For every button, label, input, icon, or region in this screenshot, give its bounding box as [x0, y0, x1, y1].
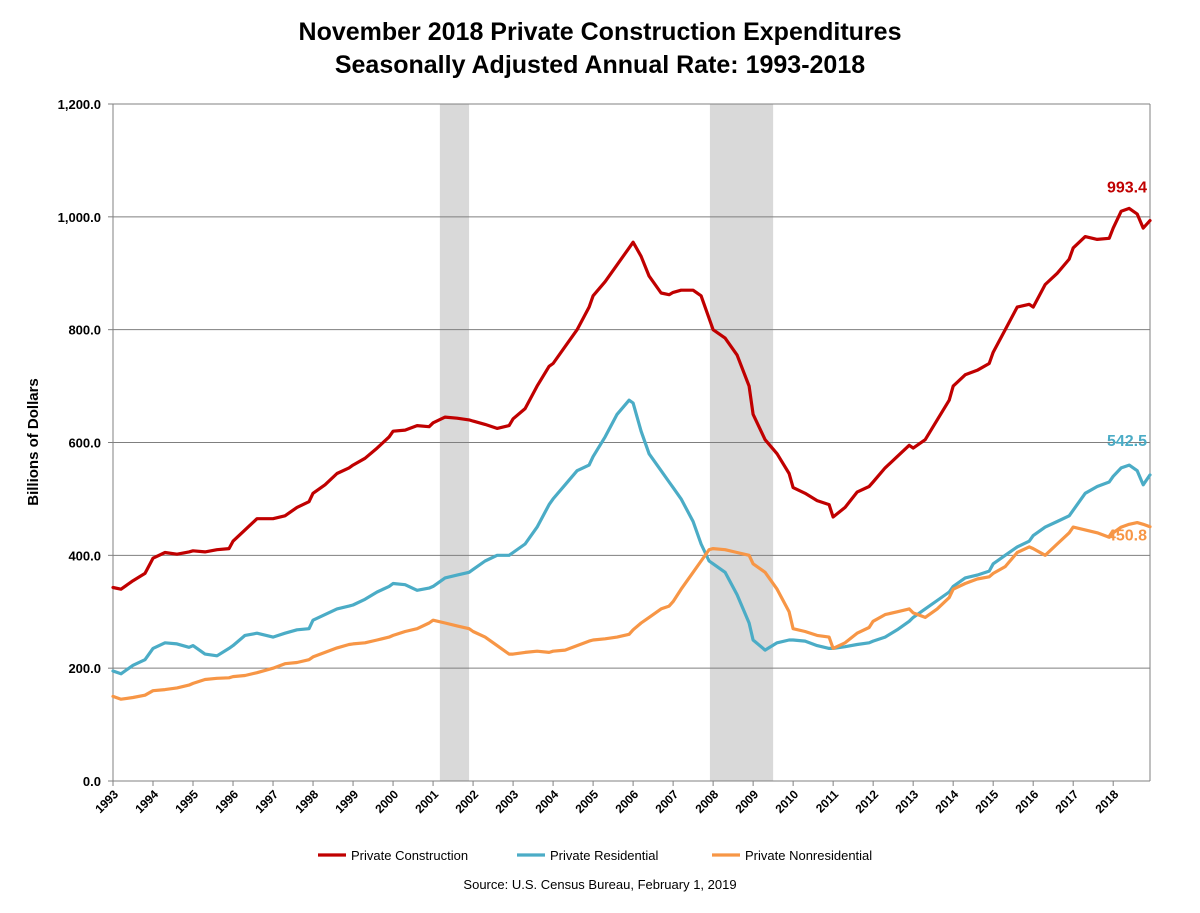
x-tick-label: 1997 [252, 787, 281, 816]
chart-title: November 2018 Private Construction Expen… [298, 18, 902, 46]
x-tick-label: 2018 [1093, 787, 1122, 816]
x-tick-label: 1994 [132, 787, 161, 816]
x-tick-label: 2012 [852, 787, 881, 816]
end-value-label: 542.5 [1107, 433, 1147, 450]
chart-subtitle: Seasonally Adjusted Annual Rate: 1993-20… [334, 51, 866, 79]
end-value-labels: 993.4 542.5 450.8 [1107, 180, 1147, 545]
x-tick-label: 2003 [492, 787, 521, 816]
y-tick-label: 400.0 [68, 548, 101, 563]
gridlines [113, 103, 1150, 669]
x-tick-label: 2007 [652, 787, 681, 816]
y-tick-labels: 0.0 200.0 400.0 600.0 800.0 1,000.0 1,200.0 [58, 97, 113, 789]
end-value-label: 450.8 [1107, 528, 1147, 545]
y-tick-label: 800.0 [68, 323, 101, 338]
series-line-private-residential [111, 398, 1152, 676]
x-tick-label: 2017 [1053, 787, 1082, 816]
legend-label: Private Nonresidential [745, 848, 872, 863]
y-tick-label: 600.0 [68, 436, 101, 451]
legend-label: Private Construction [351, 848, 468, 863]
x-tick-label: 1996 [212, 787, 241, 816]
x-tick-label: 2000 [372, 787, 401, 816]
series-line-private-construction [111, 206, 1152, 591]
x-tick-label: 2005 [572, 787, 601, 816]
x-tick-label: 2016 [1013, 787, 1042, 816]
y-axis-label: Billions of Dollars [25, 378, 42, 506]
legend-label: Private Residential [550, 848, 658, 863]
x-tick-label: 2015 [973, 787, 1002, 816]
x-tick-label: 2014 [933, 787, 962, 816]
x-tick-label: 2009 [732, 787, 761, 816]
legend: Private Construction Private Residential P… [318, 848, 872, 863]
x-tick-label: 2004 [532, 787, 561, 816]
source-note: Source: U.S. Census Bureau, February 1, … [463, 877, 737, 892]
x-tick-label: 1993 [92, 787, 121, 816]
x-tick-label: 2002 [452, 787, 481, 816]
series-lines [111, 206, 1152, 701]
x-tick-label: 2008 [692, 787, 721, 816]
x-tick-label: 2001 [412, 787, 441, 816]
x-tick-label: 2013 [892, 787, 921, 816]
x-tick-label: 1998 [292, 787, 321, 816]
x-tick-label: 1999 [332, 787, 361, 816]
y-tick-label: 200.0 [68, 661, 101, 676]
series-line-private-nonresidential [111, 520, 1152, 701]
x-tick-label: 2006 [612, 787, 641, 816]
x-tick-labels: 1993 1994 1995 1996 1997 1998 1999 2000 2001 2002… [92, 781, 1122, 816]
x-tick-label: 2011 [813, 787, 842, 816]
end-value-label: 993.4 [1107, 180, 1147, 197]
chart-title-block: November 2018 Private Construction Expen… [0, 16, 1200, 82]
x-tick-label: 1995 [172, 787, 201, 816]
y-tick-label: 1,200.0 [58, 97, 101, 112]
y-tick-label: 1,000.0 [58, 210, 101, 225]
y-tick-label: 0.0 [83, 774, 101, 789]
x-tick-label: 2010 [772, 787, 801, 816]
